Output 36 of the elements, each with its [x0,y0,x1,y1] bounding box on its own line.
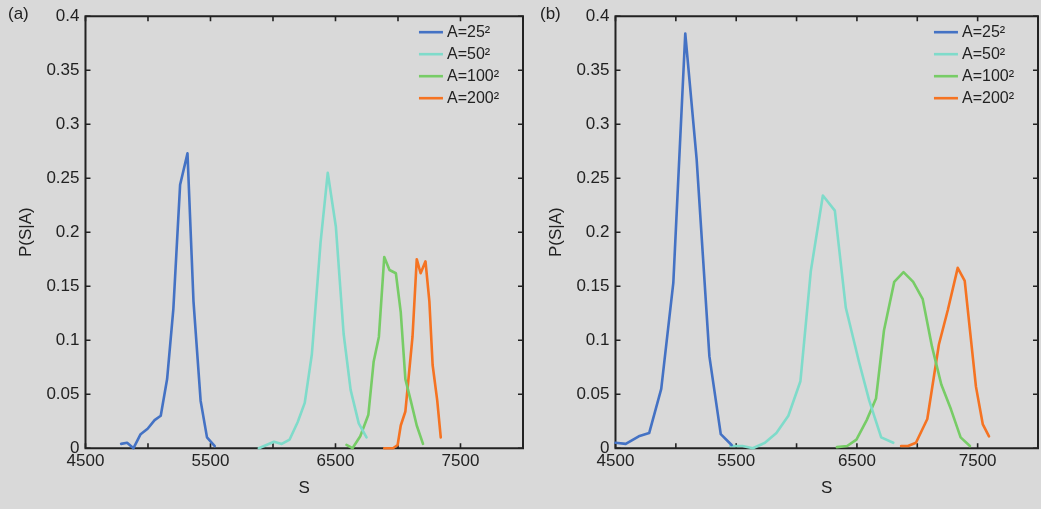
y-tick-label: 0.4 [55,5,80,25]
legend-label: A=50² [446,44,491,62]
legend-label: A=100² [446,66,500,84]
legend-label: A=100² [961,66,1015,84]
legend-label: A=25² [446,22,491,40]
x-tick-label: 5500 [717,451,756,471]
x-tick-label: 7500 [958,451,997,471]
x-tick-label: 6500 [316,451,355,471]
y-tick-label: 0.2 [55,221,80,241]
chart-title: (b) [540,4,561,24]
y-axis-title: P(S|A) [15,207,35,258]
legend-label: A=25² [961,22,1006,40]
y-tick-label: 0.4 [585,5,610,25]
x-tick-label: 6500 [838,451,876,471]
x-axis-title: S [298,478,310,498]
legend-label: A=50² [961,44,1006,62]
y-tick-label: 0.3 [585,113,610,133]
y-tick-label: 0.15 [46,275,80,295]
y-tick-label: 0.2 [585,221,610,241]
y-tick-label: 0.25 [576,167,610,187]
y-tick-label: 0.15 [576,275,610,295]
legend-label: A=200² [961,88,1015,106]
y-tick-label: 0.3 [55,113,80,133]
y-tick-label: 0.25 [46,167,80,187]
y-tick-label: 0.35 [46,59,80,79]
y-tick-label: 0.35 [576,59,610,79]
x-tick-label: 7500 [441,451,480,471]
legend-label: A=200² [446,88,500,106]
y-axis-title: P(S|A) [545,207,565,258]
x-axis-title: S [821,478,833,498]
chart-title: (a) [8,4,29,24]
x-tick-label: 5500 [191,451,230,471]
y-tick-label: 0.1 [55,329,80,349]
y-tick-label: 0.05 [576,383,610,403]
y-tick-label: 0.05 [46,383,80,403]
y-tick-label: 0.1 [585,329,610,349]
